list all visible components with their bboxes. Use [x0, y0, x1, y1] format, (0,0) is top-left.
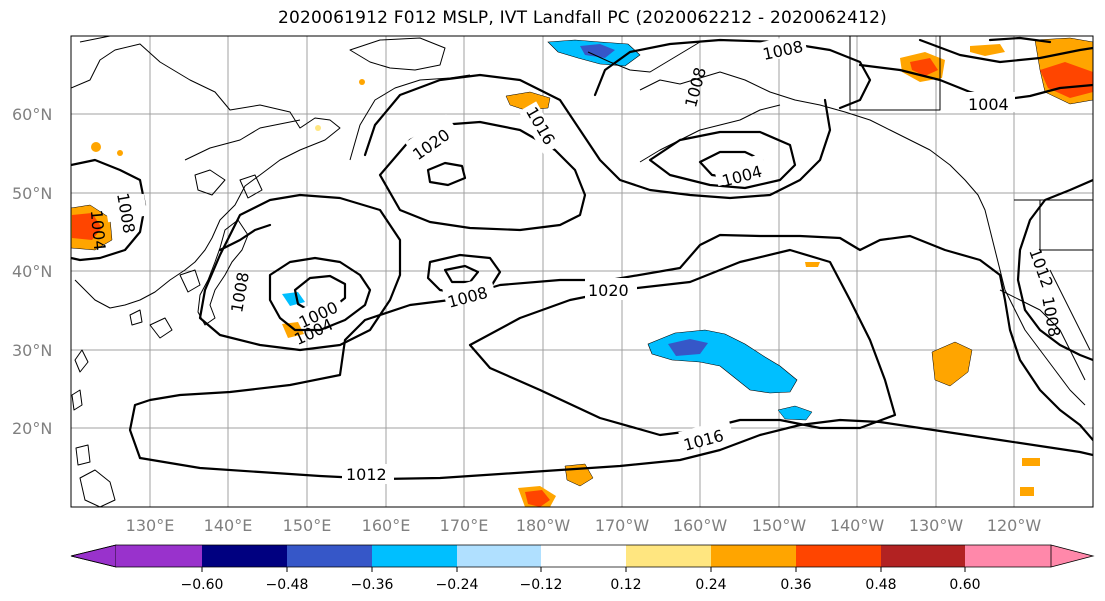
map-title: 2020061912 F012 MSLP, IVT Landfall PC (2… [278, 8, 887, 28]
colorbar-segment [457, 545, 541, 567]
lat-label: 20°N [12, 419, 52, 438]
contour-label: 1004 [968, 95, 1009, 114]
colorbar-tick-label: 0.48 [865, 577, 896, 593]
lon-label: 170°W [595, 516, 650, 535]
colorbar-tick-label: −0.48 [266, 577, 309, 593]
colorbar-tick-label: 0.24 [695, 577, 726, 593]
colorbar-segment [116, 545, 202, 567]
colorbar-segment [287, 545, 372, 567]
lat-label: 40°N [12, 262, 52, 281]
colorbar-segment [626, 545, 711, 567]
lon-label: 160°W [673, 516, 728, 535]
colorbar-segment [372, 545, 457, 567]
lon-label: 130°W [909, 516, 964, 535]
colorbar-labels: −0.60 −0.48 −0.36 −0.24 −0.12 0.12 0.24 … [181, 577, 981, 593]
contour-label: 1012 [346, 465, 387, 484]
lon-label: 140°W [830, 516, 885, 535]
lat-label: 30°N [12, 341, 52, 360]
lon-label: 140°E [204, 516, 253, 535]
lat-label: 60°N [12, 105, 52, 124]
lon-label: 120°W [987, 516, 1042, 535]
mslp-contours [71, 36, 1093, 481]
lon-label: 180°W [516, 516, 571, 535]
lon-label: 160°E [362, 516, 411, 535]
colorbar-segment [796, 545, 881, 567]
colorbar-segment [881, 545, 965, 567]
colorbar-segment [711, 545, 796, 567]
contour-label: 1004 [87, 209, 109, 251]
colorbar-tick-label: 0.36 [780, 577, 811, 593]
contour-label: 1020 [588, 281, 629, 300]
colorbar-segment [1050, 544, 1095, 568]
lon-label: 170°E [440, 516, 489, 535]
colorbar-tick-label: 0.12 [610, 577, 641, 593]
map-frame [70, 35, 1094, 508]
colorbar-tick-label: −0.24 [436, 577, 479, 593]
colorbar-segment [202, 545, 287, 567]
coastlines [71, 36, 1093, 507]
lon-label: 130°E [126, 516, 175, 535]
lat-label: 50°N [12, 184, 52, 203]
colorbar-ticks [201, 567, 966, 572]
colorbar-tick-label: −0.36 [351, 577, 394, 593]
colorbar-segment [541, 545, 626, 567]
colorbar-tick-label: −0.12 [520, 577, 563, 593]
lon-label: 150°E [283, 516, 332, 535]
colorbar [70, 544, 1095, 568]
latitude-labels: 60°N 50°N 40°N 30°N 20°N [12, 105, 52, 438]
colorbar-segment [965, 545, 1051, 567]
longitude-labels: 130°E 140°E 150°E 160°E 170°E 180°W 170°… [126, 516, 1042, 535]
ivt-shading [71, 37, 1093, 507]
colorbar-segment [70, 544, 117, 568]
colorbar-tick-label: −0.60 [181, 577, 224, 593]
lon-label: 150°W [752, 516, 807, 535]
colorbar-tick-label: 0.60 [949, 577, 980, 593]
